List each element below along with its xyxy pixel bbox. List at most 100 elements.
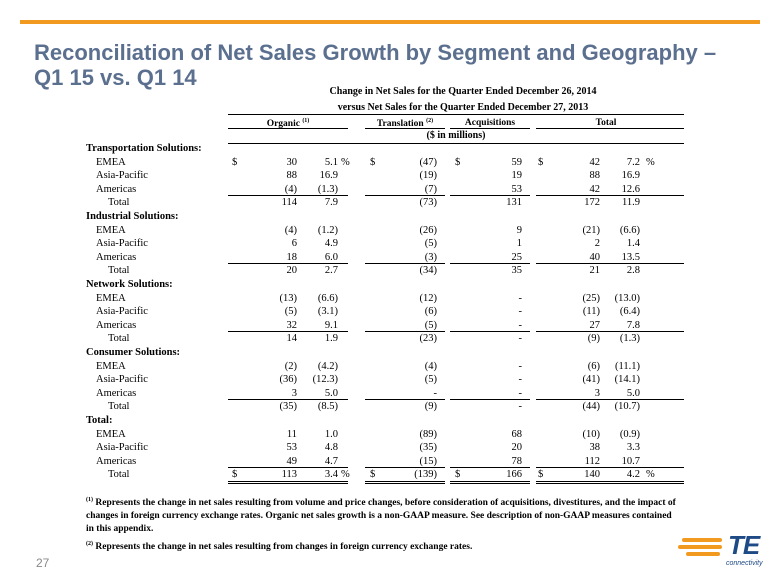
cell-tot-pct: 3.3 <box>626 442 640 454</box>
cell-org-pct: 7.9 <box>324 197 338 209</box>
cell-org-pct: 4.8 <box>324 442 338 454</box>
subtotal-rule <box>365 399 445 401</box>
row-label: Asia-Pacific <box>96 306 148 318</box>
cell-tot-amt: 27 <box>589 319 601 331</box>
cell-org-amt: 6 <box>291 238 297 250</box>
cell-tot-pct: 11.9 <box>622 197 640 209</box>
cell-org-dollar: $ <box>232 156 238 168</box>
cell-tot-pct: 12.6 <box>621 183 640 195</box>
col-header-total: Total <box>595 118 617 128</box>
cell-tot-pct: 7.8 <box>626 319 640 331</box>
cell-org-pct: (8.5) <box>317 401 338 413</box>
cell-org-pct: (1.2) <box>317 224 338 236</box>
cell-tot-amt: (41) <box>582 374 601 386</box>
cell-tot-dollar: $ <box>538 156 544 168</box>
cell-org-amt: (4) <box>284 224 297 236</box>
table-units: ($ in millions) <box>426 130 486 141</box>
col-header-acquisitions: Acquisitions <box>464 118 516 128</box>
cell-acq-dollar: $ <box>455 156 461 168</box>
section-label: Industrial Solutions: <box>86 211 179 222</box>
grand-total-double-rule <box>450 481 530 485</box>
subtotal-rule <box>365 467 445 469</box>
subtotal-rule <box>536 195 684 197</box>
row-label: Americas <box>96 387 137 399</box>
cell-tr-amt: (35) <box>419 442 438 454</box>
cell-tot-amt: 40 <box>589 251 601 263</box>
cell-org-pct: 4.9 <box>324 238 338 250</box>
cell-tot-amt: (11) <box>582 306 600 318</box>
cell-acq-amt: 20 <box>511 442 523 454</box>
top-accent-bar <box>20 20 760 24</box>
cell-tr-amt: (9) <box>424 401 437 413</box>
col-header-translation: Translation (2) <box>365 118 445 129</box>
cell-acq-amt: 59 <box>511 156 523 168</box>
subtotal-rule <box>228 263 348 265</box>
subtotal-rule <box>536 263 684 265</box>
cell-tr-amt: (89) <box>419 428 438 440</box>
subtotal-rule <box>450 195 530 197</box>
cell-org-amt: (2) <box>284 360 297 372</box>
subtotal-rule <box>365 331 445 333</box>
logo-te-text: TE <box>728 530 760 560</box>
logo-subtext: connectivity <box>726 560 763 567</box>
cell-acq-amt: - <box>518 360 523 372</box>
cell-tr-amt: (139) <box>414 469 437 481</box>
cell-tot-amt: 88 <box>589 170 601 182</box>
row-label: Asia-Pacific <box>96 374 148 386</box>
logo-stripe-1 <box>682 538 722 542</box>
section-label: Consumer Solutions: <box>86 347 181 358</box>
cell-acq-amt: 53 <box>511 183 523 195</box>
cell-tot-pct: 10.7 <box>621 455 640 467</box>
table-header-line1: Change in Net Sales for the Quarter Ende… <box>329 86 597 97</box>
subtotal-rule <box>450 399 530 401</box>
cell-tr-amt: (34) <box>419 265 438 277</box>
cell-tot-amt: (44) <box>582 401 601 413</box>
cell-tot-amt: 42 <box>589 156 601 168</box>
cell-tr-amt: (7) <box>424 183 437 195</box>
cell-tr-amt: (26) <box>419 224 438 236</box>
cell-org-amt: 113 <box>281 469 297 481</box>
page-title: Reconciliation of Net Sales Growth by Se… <box>34 40 754 90</box>
cell-org-amt: 49 <box>286 455 298 467</box>
cell-acq-amt: - <box>518 306 523 318</box>
cell-org-pct: 1.0 <box>324 428 338 440</box>
col-header-organic-note: (1) <box>302 118 310 124</box>
header-rule-translation <box>365 128 445 129</box>
cell-tot-amt: (10) <box>582 428 601 440</box>
row-label: Americas <box>96 319 137 331</box>
row-label: EMEA <box>96 360 126 372</box>
cell-tot-pct: (0.9) <box>619 428 640 440</box>
col-header-translation-note: (2) <box>426 118 434 124</box>
subtotal-rule <box>365 195 445 197</box>
cell-tot-pct: (6.4) <box>619 306 640 318</box>
row-label: Asia-Pacific <box>96 442 148 454</box>
row-label: EMEA <box>96 156 126 168</box>
cell-org-pct-sign: % <box>341 469 350 481</box>
cell-tr-amt: (73) <box>419 197 438 209</box>
cell-org-pct-sign: % <box>341 156 350 168</box>
row-label: Total <box>108 197 130 209</box>
cell-acq-dollar: $ <box>455 469 461 481</box>
cell-org-pct: (4.2) <box>317 360 338 372</box>
cell-tot-amt: (9) <box>587 333 600 345</box>
cell-tr-dollar: $ <box>370 469 376 481</box>
header-rule-acquisitions <box>450 128 530 129</box>
te-connectivity-logo: TE connectivity <box>676 530 766 574</box>
subtotal-rule <box>450 331 530 333</box>
table-header-line2: versus Net Sales for the Quarter Ended D… <box>337 102 589 113</box>
section-label: Total: <box>86 415 113 426</box>
cell-tot-amt: 42 <box>589 183 601 195</box>
cell-org-amt: 20 <box>286 265 298 277</box>
grand-total-double-rule <box>228 481 348 485</box>
subtotal-rule <box>536 399 684 401</box>
cell-tr-amt: (12) <box>419 292 438 304</box>
cell-org-pct: (12.3) <box>312 374 338 386</box>
cell-acq-amt: 131 <box>506 197 522 209</box>
cell-org-pct: 4.7 <box>324 455 338 467</box>
page-number: 27 <box>36 556 50 570</box>
cell-tr-amt: (15) <box>419 455 438 467</box>
cell-org-pct: (6.6) <box>317 292 338 304</box>
cell-acq-amt: 78 <box>511 455 523 467</box>
cell-tot-amt: 2 <box>594 238 600 250</box>
cell-tot-pct: (6.6) <box>619 224 640 236</box>
